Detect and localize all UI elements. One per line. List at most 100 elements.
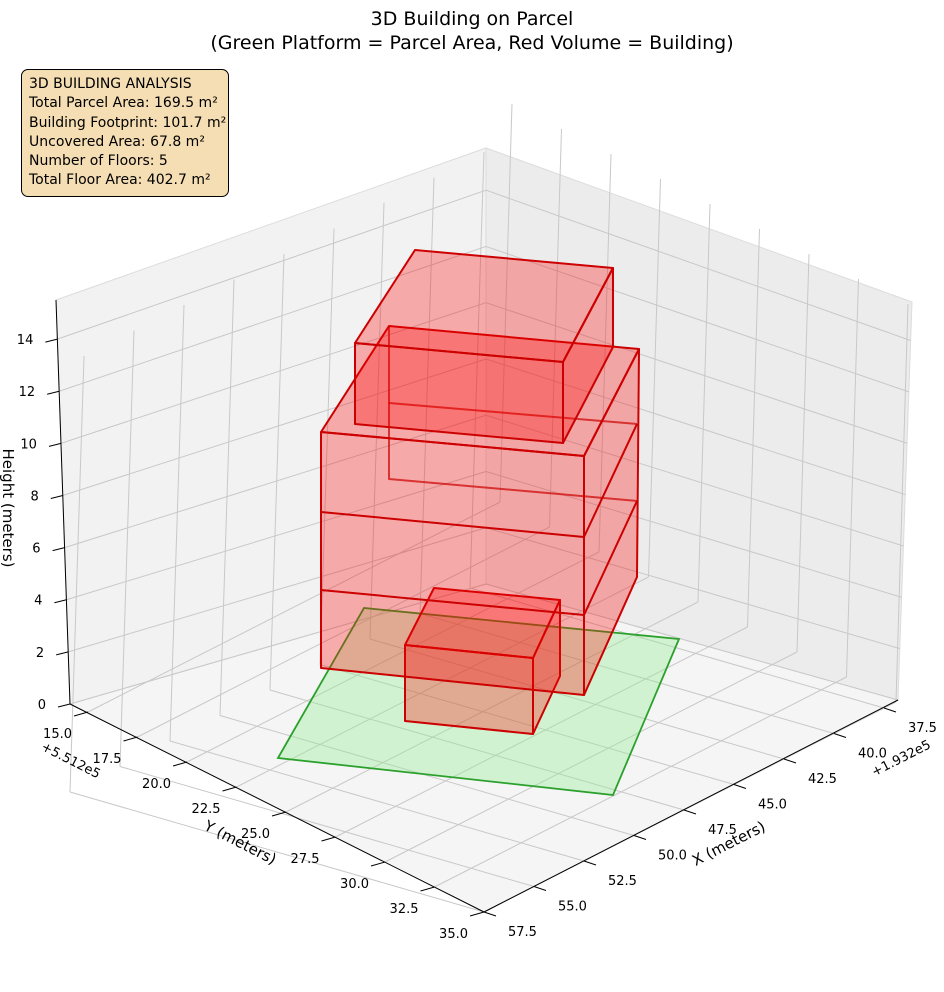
z-grid-line (485, 471, 902, 598)
x-tick-mark (583, 860, 597, 866)
x-grid-wall-line (319, 228, 335, 665)
x-tick-mark (733, 784, 747, 789)
y-tick-mark (420, 886, 435, 892)
x-tick-mark (683, 809, 697, 815)
y-grid-line (236, 576, 649, 788)
z-tick-mark (52, 547, 65, 552)
y-axis-line (69, 703, 485, 913)
x-tick-label: 42.5 (808, 772, 837, 787)
y-tick-label: 35.0 (439, 927, 468, 942)
y-tick-mark (370, 861, 386, 867)
z-tick-mark (50, 494, 63, 499)
y-tick-mark (123, 736, 138, 742)
x-grid-wall-line (69, 355, 85, 793)
x-grid-line (119, 766, 535, 887)
x-tick-label: 52.5 (608, 874, 637, 889)
z-grid-line (66, 471, 487, 601)
z-tick-label: 14 (17, 333, 34, 348)
y-grid-line (186, 551, 600, 763)
y-tick-label: 32.5 (390, 902, 419, 917)
y-grid-wall-line (549, 128, 562, 528)
x-tick-label: 47.5 (708, 823, 737, 838)
parcel-platform (276, 607, 681, 796)
info-title: 3D BUILDING ANALYSIS (29, 76, 192, 92)
y-tick-label: 20.0 (142, 777, 171, 792)
x-axis-line (483, 699, 899, 913)
x-grid-wall-line (219, 279, 235, 716)
y-grid-wall-line (796, 253, 810, 653)
y-tick-label: 30.0 (340, 877, 369, 892)
z-tick-label: 4 (34, 594, 42, 609)
x-grid-line (419, 613, 835, 734)
info-building-footprint: Building Footprint: 101.7 m² (29, 114, 227, 131)
axis-ticks: 37.5 40.0 42.5 45.0 47.5 50.0 52.5 55.0 57.5 15.0… (17, 333, 937, 942)
z-grid-line (59, 245, 487, 392)
x-tick-mark (833, 733, 847, 738)
info-uncovered-area: Uncovered Area: 67.8 m² (29, 133, 205, 150)
z-tick-label: 0 (38, 698, 46, 713)
x-tick-label: 50.0 (658, 849, 687, 864)
info-total-parcel-area: Total Parcel Area: 169.5 m² (29, 95, 218, 112)
y-tick-label: 25.0 (241, 827, 270, 842)
axis-lines (55, 299, 899, 913)
z-axis-line (55, 299, 71, 705)
x-grid-wall-line (169, 304, 185, 742)
z-grid-line (485, 583, 899, 701)
y-tick-mark (469, 911, 485, 917)
x-grid-line (369, 638, 785, 760)
z-tick-mark (57, 703, 71, 708)
x-grid-wall-line (469, 151, 485, 589)
info-total-floor-area: Total Floor Area: 402.7 m² (29, 172, 211, 189)
z-tick-label: 8 (30, 489, 38, 504)
grid-lines (57, 103, 911, 913)
z-tick-label: 2 (36, 646, 44, 661)
y-grid-wall-line (499, 103, 513, 503)
x-tick-label: 40.0 (858, 747, 887, 762)
x-tick-mark (483, 911, 497, 917)
y-tick-mark (321, 836, 336, 842)
z-grid-line (485, 302, 908, 444)
x-grid-wall-line (369, 202, 385, 640)
z-grid-line (485, 527, 900, 650)
y-grid-line (285, 601, 699, 813)
x-tick-mark (533, 886, 547, 891)
x-grid-line (469, 587, 885, 709)
z-grid-line (485, 245, 910, 393)
z-tick-mark (54, 599, 67, 604)
y-grid-wall-line (648, 178, 661, 578)
z-grid-line (62, 358, 487, 496)
z-tick-label: 12 (19, 385, 36, 400)
y-tick-mark (271, 811, 287, 817)
building-analysis-box: 3D BUILDING ANALYSIS Total Parcel Area: … (21, 69, 229, 197)
annex-right-face (532, 599, 561, 735)
x-grid-line (169, 740, 585, 862)
upper-block-side-face (562, 267, 614, 444)
z-grid-line (485, 358, 906, 496)
y-grid-wall-line (895, 303, 909, 703)
y-tick-label: 22.5 (192, 802, 221, 817)
y-grid-wall-line (598, 153, 612, 553)
y-grid-line (87, 501, 501, 713)
z-tick-mark (56, 651, 69, 656)
y-tick-label: 17.5 (93, 752, 122, 767)
x-grid-wall-line (269, 253, 285, 691)
chart-title-line2: (Green Platform = Parcel Area, Red Volum… (210, 32, 733, 54)
chart-title-line1: 3D Building on Parcel (371, 8, 574, 30)
info-floors: Number of Floors: 5 (29, 153, 168, 170)
z-grid-line (60, 302, 487, 444)
z-tick-mark (45, 338, 58, 343)
y-grid-line (384, 651, 798, 863)
z-grid-line (64, 414, 487, 549)
z-tick-label: 10 (20, 437, 37, 452)
y-grid-wall-line (747, 228, 760, 628)
x-tick-label: 45.0 (758, 798, 787, 813)
x-tick-mark (883, 707, 897, 713)
x-grid-line (219, 715, 635, 836)
floor-line-back-1 (388, 326, 638, 502)
z-grid-line (485, 189, 911, 341)
building-volume (320, 249, 640, 735)
y-grid-line (335, 626, 748, 838)
z-tick-mark (47, 390, 60, 395)
z-grid-line (69, 583, 487, 705)
